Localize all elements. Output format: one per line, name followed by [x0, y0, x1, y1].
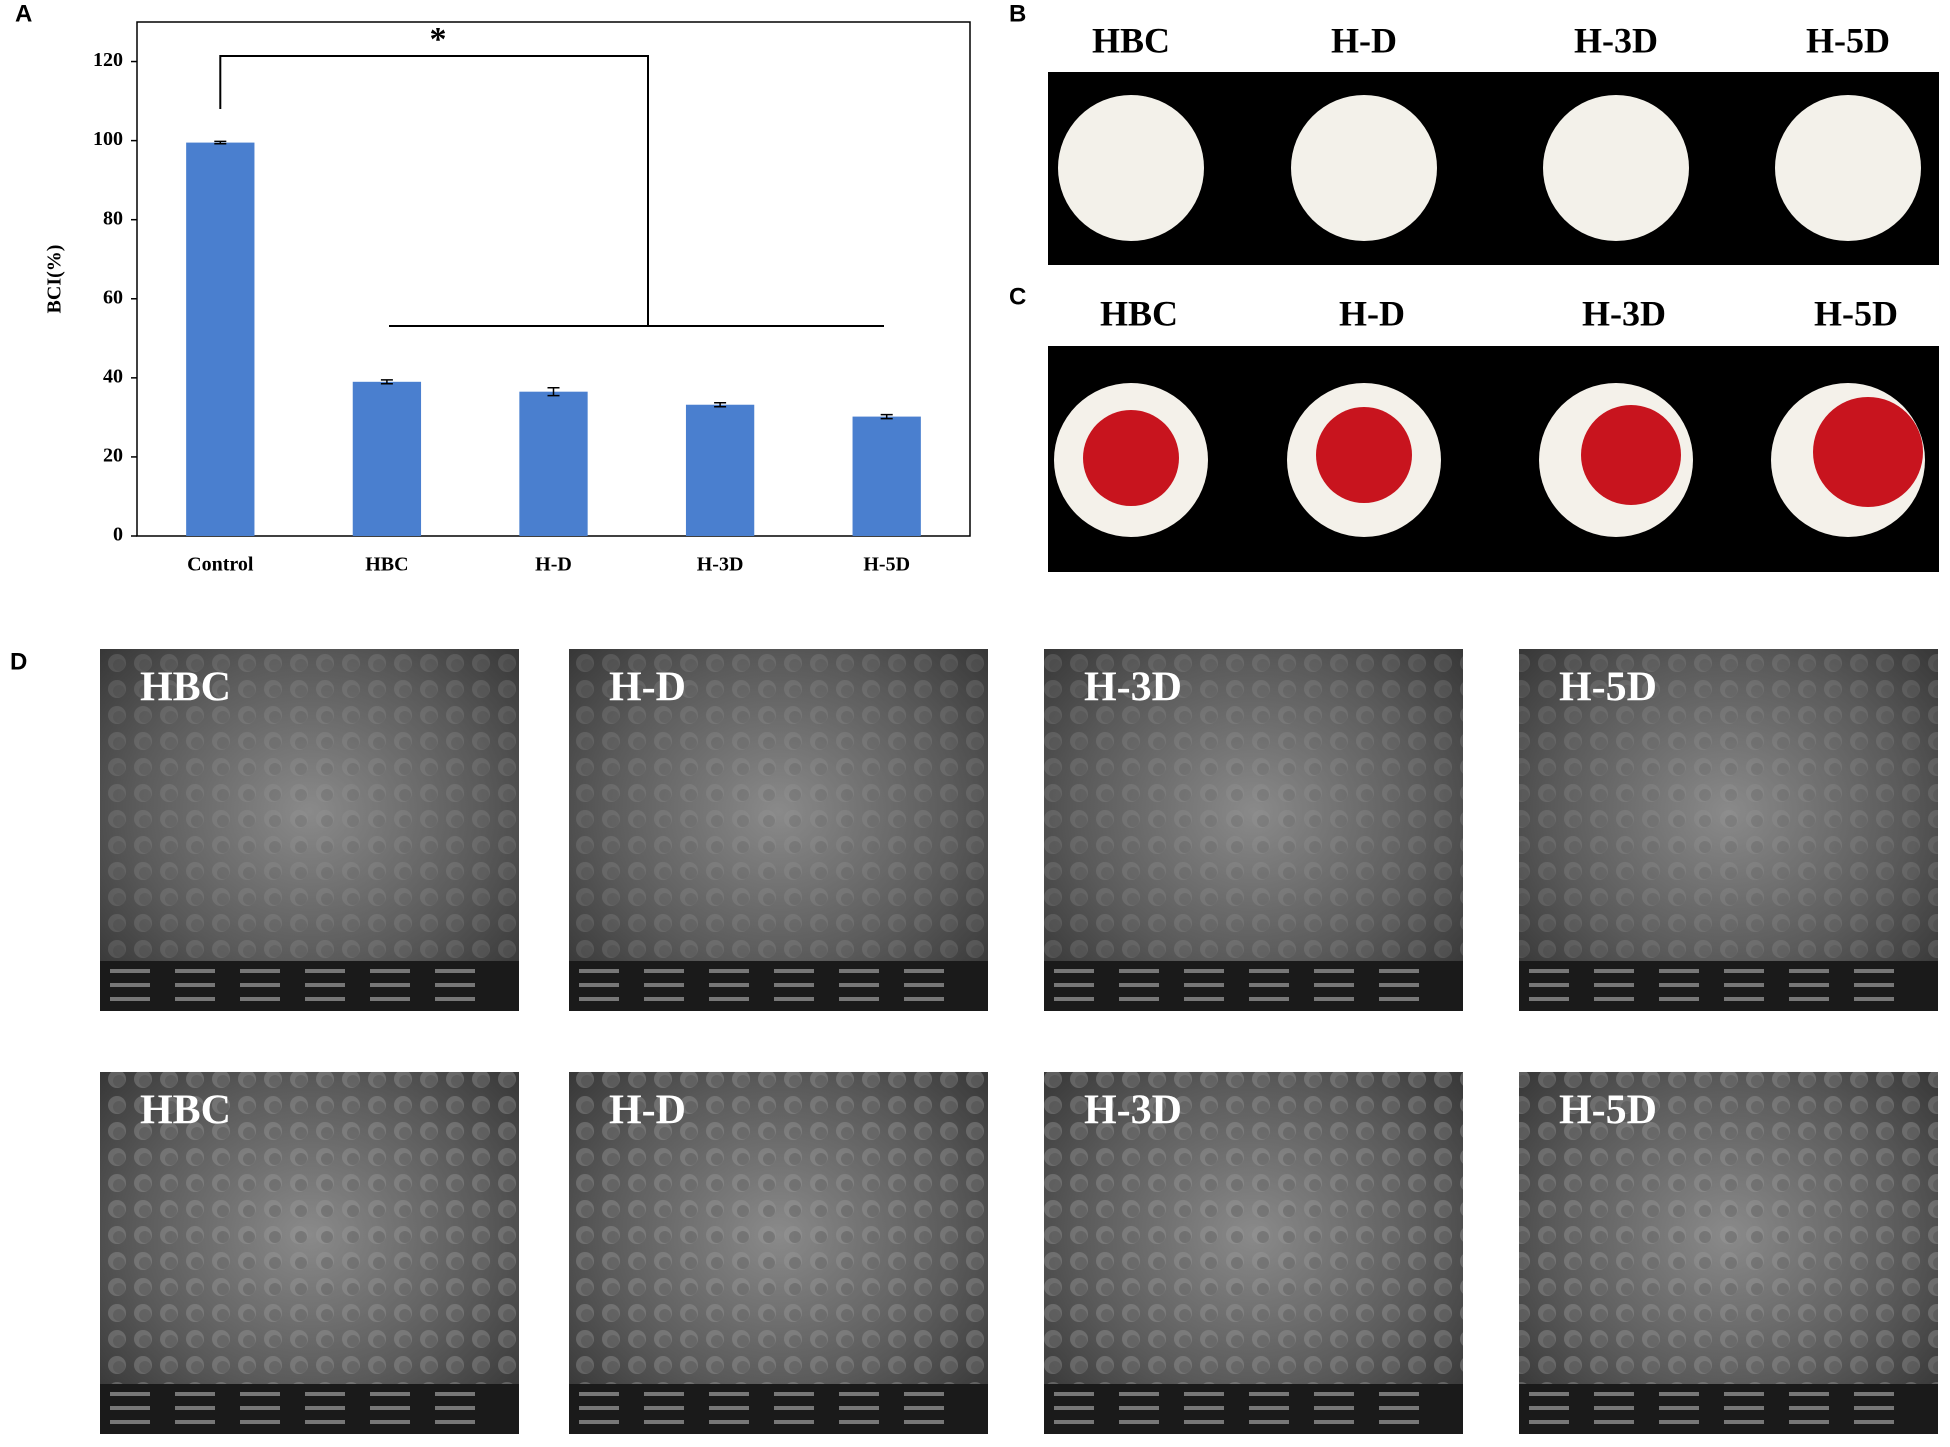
- sem-label: H-5D: [1559, 1088, 1657, 1134]
- sem-texture: [569, 649, 988, 961]
- y-tick-label: 20: [103, 445, 123, 467]
- panel-label: D: [10, 648, 27, 675]
- sample-disk: [1543, 95, 1689, 241]
- sample-disk: [1058, 95, 1204, 241]
- sem-texture: [1519, 649, 1938, 961]
- photo-label: H-D: [1331, 20, 1397, 60]
- sem-texture: [100, 1072, 519, 1384]
- sem-label: H-D: [609, 665, 686, 711]
- y-tick-label: 40: [103, 365, 123, 387]
- sample-disk: [1291, 95, 1437, 241]
- y-axis-label: BCI(%): [44, 245, 66, 314]
- bar: [186, 142, 255, 537]
- sem-texture: [1519, 1072, 1938, 1384]
- y-tick-label: 0: [113, 524, 123, 546]
- blood-stain: [1316, 407, 1412, 503]
- y-tick-label: 60: [103, 286, 123, 308]
- bar: [685, 404, 755, 536]
- error-bar: [547, 386, 560, 397]
- error-bar: [880, 413, 893, 420]
- x-tick-label: Control: [187, 554, 254, 576]
- significance-star: *: [430, 21, 447, 58]
- panel-label: B: [1009, 0, 1026, 27]
- y-tick-label: 80: [103, 207, 123, 229]
- photo-label: HBC: [1100, 293, 1178, 333]
- bar: [352, 381, 422, 536]
- photo-label: H-5D: [1806, 20, 1890, 60]
- sem-texture: [569, 1072, 988, 1384]
- sem-label: HBC: [140, 665, 231, 711]
- y-tick-label: 100: [93, 128, 123, 150]
- bar: [519, 391, 588, 536]
- error-bar: [214, 140, 227, 145]
- x-tick-label: H-D: [535, 554, 572, 576]
- sem-label: H-3D: [1084, 1088, 1182, 1134]
- sem-label: HBC: [140, 1088, 231, 1134]
- photo-label: H-5D: [1814, 293, 1898, 333]
- error-bar: [380, 379, 393, 385]
- error-bar: [714, 402, 727, 408]
- x-tick-label: H-3D: [697, 554, 744, 576]
- sem-label: H-D: [609, 1088, 686, 1134]
- sem-label: H-5D: [1559, 665, 1657, 711]
- sem-label: H-3D: [1084, 665, 1182, 711]
- x-tick-label: HBC: [365, 554, 408, 576]
- photo-label: H-D: [1339, 293, 1405, 333]
- blood-stain: [1083, 410, 1179, 506]
- photo-label: H-3D: [1574, 20, 1658, 60]
- blood-stain: [1813, 397, 1923, 507]
- sem-texture: [100, 649, 519, 961]
- panel-label: C: [1009, 283, 1026, 310]
- photo-label: H-3D: [1582, 293, 1666, 333]
- y-tick-label: 120: [93, 49, 123, 71]
- significance-bracket: [219, 55, 884, 327]
- sem-texture: [1044, 1072, 1463, 1384]
- sample-disk: [1775, 95, 1921, 241]
- blood-stain: [1581, 405, 1681, 505]
- sem-texture: [1044, 649, 1463, 961]
- x-tick-label: H-5D: [863, 554, 910, 576]
- bar: [852, 416, 921, 536]
- photo-label: HBC: [1092, 20, 1170, 60]
- panel-label: A: [15, 0, 32, 27]
